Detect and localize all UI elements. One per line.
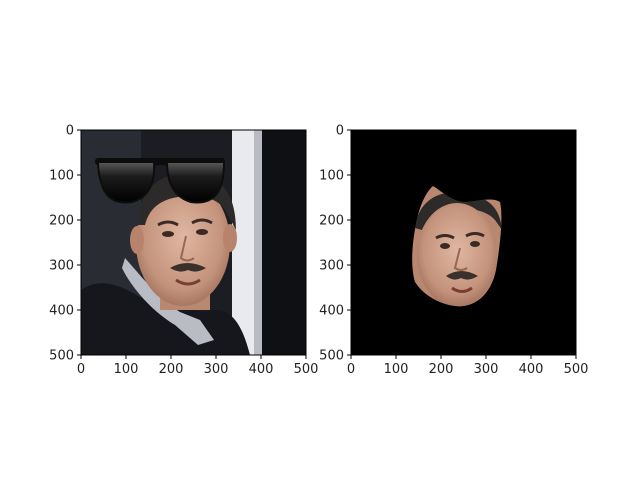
left-image-panel — [81, 130, 306, 355]
left-eye — [162, 231, 174, 237]
right-xtick-label-5: 500 — [564, 362, 589, 377]
scarf-shape — [122, 258, 214, 345]
right-axes-frame — [350, 129, 577, 356]
left-ytick-label-3: 300 — [49, 259, 74, 274]
dark-backdrop-right — [262, 130, 306, 355]
left-ytick-label-2: 200 — [49, 214, 74, 229]
left-xtick-label-2: 200 — [159, 362, 184, 377]
right-ytick-label-3: 300 — [319, 259, 344, 274]
extracted-right-brow — [465, 232, 485, 238]
left-axes-frame — [80, 129, 307, 356]
left-ytick-label-1: 100 — [49, 169, 74, 184]
right-ytick-label-2: 200 — [319, 214, 344, 229]
right-ytick-label-4: 400 — [319, 304, 344, 319]
right-image-panel — [351, 130, 576, 355]
right-ear — [223, 224, 237, 252]
mustache — [170, 263, 206, 272]
left-xtick-label-4: 400 — [249, 362, 274, 377]
right-ytick-label-0: 0 — [336, 124, 344, 139]
extracted-mouth — [451, 286, 473, 293]
white-column-shadow — [254, 130, 262, 355]
extracted-mustache — [446, 271, 478, 280]
right-xtick-label-1: 100 — [384, 362, 409, 377]
extracted-face-skin — [417, 203, 497, 307]
right-ytick-label-5: 500 — [319, 349, 344, 364]
left-brow — [157, 220, 179, 227]
right-lens — [165, 161, 226, 204]
left-lens — [96, 161, 156, 204]
left-ytick-label-0: 0 — [66, 124, 74, 139]
right-xtick-label-0: 0 — [347, 362, 355, 377]
extracted-left-brow — [435, 234, 455, 240]
left-ear — [130, 226, 144, 254]
right-xtick-label-4: 400 — [519, 362, 544, 377]
left-xtick-label-0: 0 — [77, 362, 85, 377]
face — [136, 180, 230, 306]
left-xtick-label-1: 100 — [114, 362, 139, 377]
mouth — [175, 278, 201, 286]
right-xtick-label-3: 300 — [474, 362, 499, 377]
left-ytick-label-5: 500 — [49, 349, 74, 364]
left-ytick-label-4: 400 — [49, 304, 74, 319]
extracted-nose — [453, 247, 468, 271]
left-xtick-label-3: 300 — [204, 362, 229, 377]
extracted-face — [412, 186, 502, 307]
extracted-right-eye — [470, 241, 480, 247]
extracted-hair — [415, 192, 502, 230]
right-brow — [191, 218, 213, 225]
sunglasses-overlay — [95, 158, 226, 204]
extracted-left-eye — [440, 243, 450, 249]
right-eye — [196, 229, 208, 235]
right-ytick-label-1: 100 — [319, 169, 344, 184]
nose — [179, 235, 195, 262]
right-xtick-label-2: 200 — [429, 362, 454, 377]
left-xtick-label-5: 500 — [294, 362, 319, 377]
